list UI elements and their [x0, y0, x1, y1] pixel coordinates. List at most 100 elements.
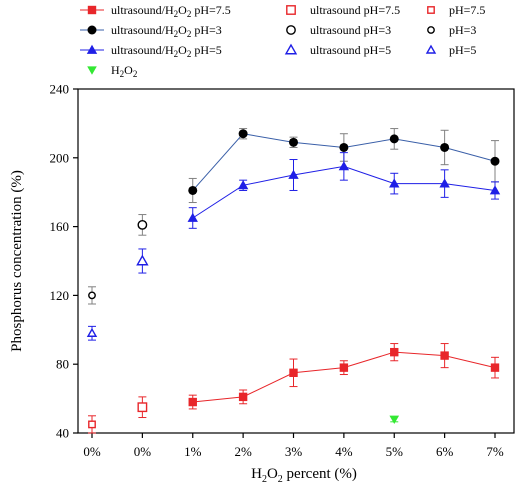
legend-label-part: ultrasound pH=7.5	[310, 3, 400, 17]
legend-marker	[425, 44, 437, 54]
x-tick-label: 6%	[436, 444, 454, 459]
legend-label: ultrasound/H2O2 pH=3	[111, 23, 222, 39]
legend-label-part: 2	[187, 29, 192, 39]
legend-label-part: O	[178, 23, 187, 37]
legend-item-ph5: pH=5	[425, 43, 476, 57]
legend-marker	[87, 66, 97, 75]
data-point	[339, 363, 349, 372]
legend-label-part: ultrasound/H	[111, 3, 174, 17]
data-point	[390, 347, 399, 357]
legend-label: pH=7.5	[449, 3, 485, 17]
legend-item-ultrasound_h2o2_ph3: ultrasound/H2O2 pH=3	[80, 23, 222, 39]
x-axis-label-part: 2	[262, 474, 267, 485]
series-ultrasound_h2o2_ph75	[188, 343, 500, 410]
data-point	[86, 327, 98, 337]
series-ph75	[88, 415, 96, 434]
legend-marker	[286, 25, 296, 35]
y-tick-label: 240	[50, 82, 70, 97]
legend-marker	[87, 5, 97, 15]
series-ph3	[88, 286, 96, 305]
legend-label: ultrasound pH=3	[310, 23, 391, 37]
data-point	[88, 420, 96, 429]
data-point	[237, 180, 249, 190]
legend-label-part: 2	[187, 9, 192, 19]
legend-marker	[284, 43, 298, 55]
series-ultrasound_ph75	[137, 396, 148, 419]
data-point	[188, 185, 198, 195]
legend-marker	[286, 5, 296, 15]
data-point	[389, 134, 399, 144]
x-tick-label: 7%	[486, 444, 504, 459]
x-axis-label: H2O2 percent (%)	[251, 466, 357, 485]
data-point	[88, 291, 96, 300]
data-point	[188, 397, 197, 407]
legend-marker	[427, 6, 435, 14]
legend-label: pH=5	[449, 43, 476, 57]
legend-item-ultrasound_ph3: ultrasound pH=3	[286, 23, 391, 37]
x-tick-label: 2%	[234, 444, 252, 459]
data-point	[289, 368, 298, 377]
legend-label-part: pH=5	[449, 43, 476, 57]
legend-label-part: pH=7.5	[191, 3, 230, 17]
legend-marker	[87, 25, 97, 35]
legend-label: pH=3	[449, 23, 476, 37]
data-point	[187, 212, 198, 222]
data-point	[289, 137, 298, 147]
data-point	[136, 254, 149, 266]
legend-label-part: pH=5	[191, 43, 221, 57]
legend-item-h2o2: H2O2	[87, 63, 137, 79]
data-point	[137, 219, 148, 230]
data-point	[338, 161, 350, 171]
x-axis-label-part: O	[267, 466, 278, 482]
legend-label-part: O	[178, 43, 187, 57]
y-axis-label: Phosphorus concentration (%)	[9, 170, 25, 352]
x-tick-label: 0%	[134, 444, 152, 459]
data-point	[490, 363, 500, 372]
legend-label-part: ultrasound/H	[111, 43, 174, 57]
legend-label-part: 2	[187, 49, 192, 59]
legend-label: H2O2	[111, 63, 137, 79]
data-point	[389, 415, 400, 425]
series-h2o2	[389, 415, 400, 425]
legend-label: ultrasound/H2O2 pH=7.5	[111, 3, 231, 19]
y-tick-label: 160	[50, 219, 70, 234]
legend-label-part: ultrasound pH=5	[310, 43, 391, 57]
data-point	[288, 169, 299, 179]
legend-marker	[86, 44, 98, 54]
legend-item-ph3: pH=3	[427, 23, 476, 37]
legend-item-ultrasound_h2o2_ph75: ultrasound/H2O2 pH=7.5	[80, 3, 231, 19]
legend-label-part: 2	[133, 69, 138, 79]
y-tick-label: 80	[56, 357, 69, 372]
legend-label-part: pH=7.5	[449, 3, 485, 17]
legend-label: ultrasound pH=7.5	[310, 3, 400, 17]
y-tick-label: 200	[50, 150, 70, 165]
legend-label-part: H	[111, 63, 120, 77]
legend-label-part: ultrasound/H	[111, 23, 174, 37]
legend-label-part: 2	[174, 9, 179, 19]
legend-item-ultrasound_h2o2_ph5: ultrasound/H2O2 pH=5	[80, 43, 222, 59]
data-point	[440, 351, 449, 360]
legend-label-part: 2	[174, 29, 179, 39]
series-ultrasound_ph3	[137, 214, 148, 236]
legend-label-part: O	[178, 3, 187, 17]
y-tick-label: 120	[50, 288, 70, 303]
data-point	[137, 402, 148, 413]
legend-item-ultrasound_ph75: ultrasound pH=7.5	[286, 3, 400, 17]
x-tick-label: 0%	[83, 444, 101, 459]
legend-item-ultrasound_ph5: ultrasound pH=5	[284, 43, 391, 57]
x-axis-label-part: H	[251, 466, 262, 482]
legend-label-part: pH=3	[191, 23, 221, 37]
x-axis-label-part: percent (%)	[283, 466, 357, 482]
plot-area	[86, 128, 501, 434]
legend-label-part: ultrasound pH=3	[310, 23, 391, 37]
data-point	[439, 178, 450, 188]
legend-label: ultrasound pH=5	[310, 43, 391, 57]
legend-label: ultrasound/H2O2 pH=5	[111, 43, 222, 59]
x-axis-label-part: 2	[278, 474, 283, 485]
data-point	[389, 178, 400, 188]
series-line	[192, 351, 496, 403]
x-tick-label: 4%	[335, 444, 353, 459]
legend-label-part: 2	[120, 69, 125, 79]
